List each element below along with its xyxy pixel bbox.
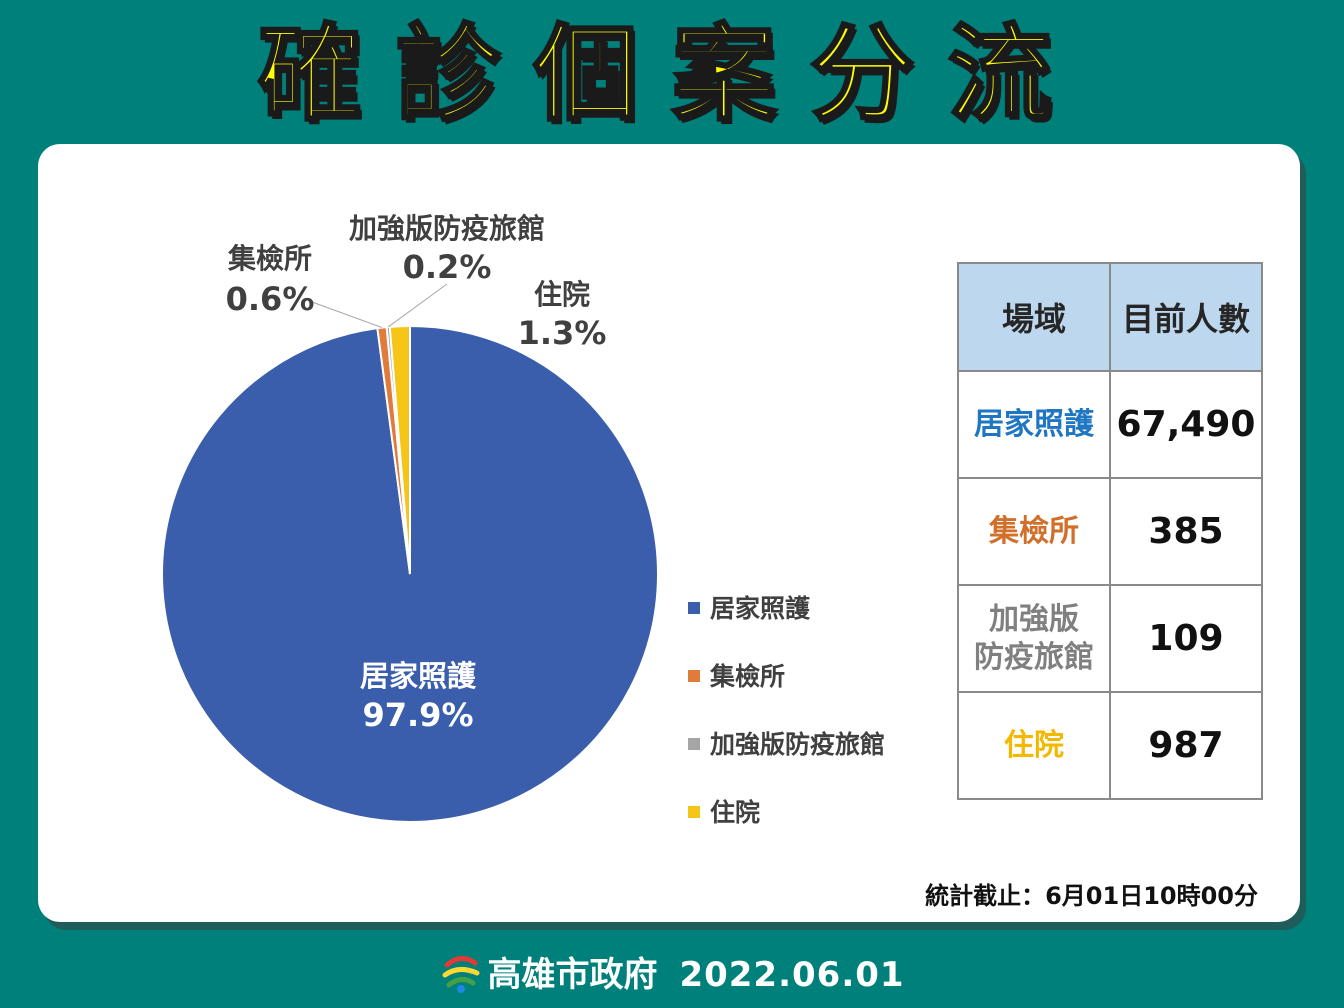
data-label-category: 居家照護 (360, 659, 477, 693)
legend-item-enhanced-hotel: 加強版防疫旅館 (688, 730, 885, 760)
kaohsiung-logo-icon (442, 955, 480, 993)
stats-cutoff-note: 統計截止：6月01日10時00分 (925, 882, 1258, 910)
table-header-site: 場域 (957, 262, 1111, 372)
legend-item-hospital: 住院 (688, 798, 760, 828)
footer-date: 2022.06.01 (679, 955, 905, 995)
footer-org: 高雄市政府 (487, 955, 658, 995)
table-cell-count: 67,490 (1109, 370, 1263, 479)
data-label-value: 0.6% (226, 280, 315, 318)
table-cell-site: 加強版 防疫旅館 (957, 584, 1111, 693)
data-label-category: 集檢所 (227, 242, 312, 275)
chart-card: 居家照護 97.9% 集檢所 0.6% 加強版防疫旅館 0.2% 住院 1.3% 居家照護 集… (38, 144, 1300, 922)
footer: 高雄市政府 2022.06.01 (0, 948, 1344, 1002)
table-row: 加強版 防疫旅館 109 (957, 584, 1263, 693)
page-title: 確診個案分流 (256, 13, 1086, 136)
legend-swatch (688, 602, 700, 614)
table-row: 居家照護 67,490 (957, 370, 1263, 479)
leader-line (387, 283, 448, 328)
table-cell-site: 集檢所 (957, 477, 1111, 586)
legend-swatch (688, 806, 700, 818)
data-label-category: 加強版防疫旅館 (349, 212, 545, 245)
table-cell-count: 385 (1109, 477, 1263, 586)
case-table: 場域 目前人數 居家照護 67,490 集檢所 385 加強版 防疫旅館 109 … (957, 262, 1263, 800)
legend-item-quarantine-center: 集檢所 (688, 662, 785, 692)
data-label-value: 1.3% (518, 314, 607, 352)
data-label-category: 住院 (534, 278, 590, 311)
table-header-count: 目前人數 (1109, 262, 1263, 372)
leader-line (311, 301, 383, 329)
table-row: 住院 987 (957, 691, 1263, 800)
data-label-value: 97.9% (362, 696, 473, 734)
legend-swatch (688, 738, 700, 750)
legend-swatch (688, 670, 700, 682)
table-row: 集檢所 385 (957, 477, 1263, 586)
data-label-value: 0.2% (403, 248, 492, 286)
table-cell-site: 居家照護 (957, 370, 1111, 479)
table-cell-site: 住院 (957, 691, 1111, 800)
table-cell-count: 987 (1109, 691, 1263, 800)
pie-slice-hospital (388, 324, 411, 575)
legend-item-home-care: 居家照護 (688, 594, 810, 624)
table-header-row: 場域 目前人數 (957, 262, 1263, 372)
table-cell-count: 109 (1109, 584, 1263, 693)
